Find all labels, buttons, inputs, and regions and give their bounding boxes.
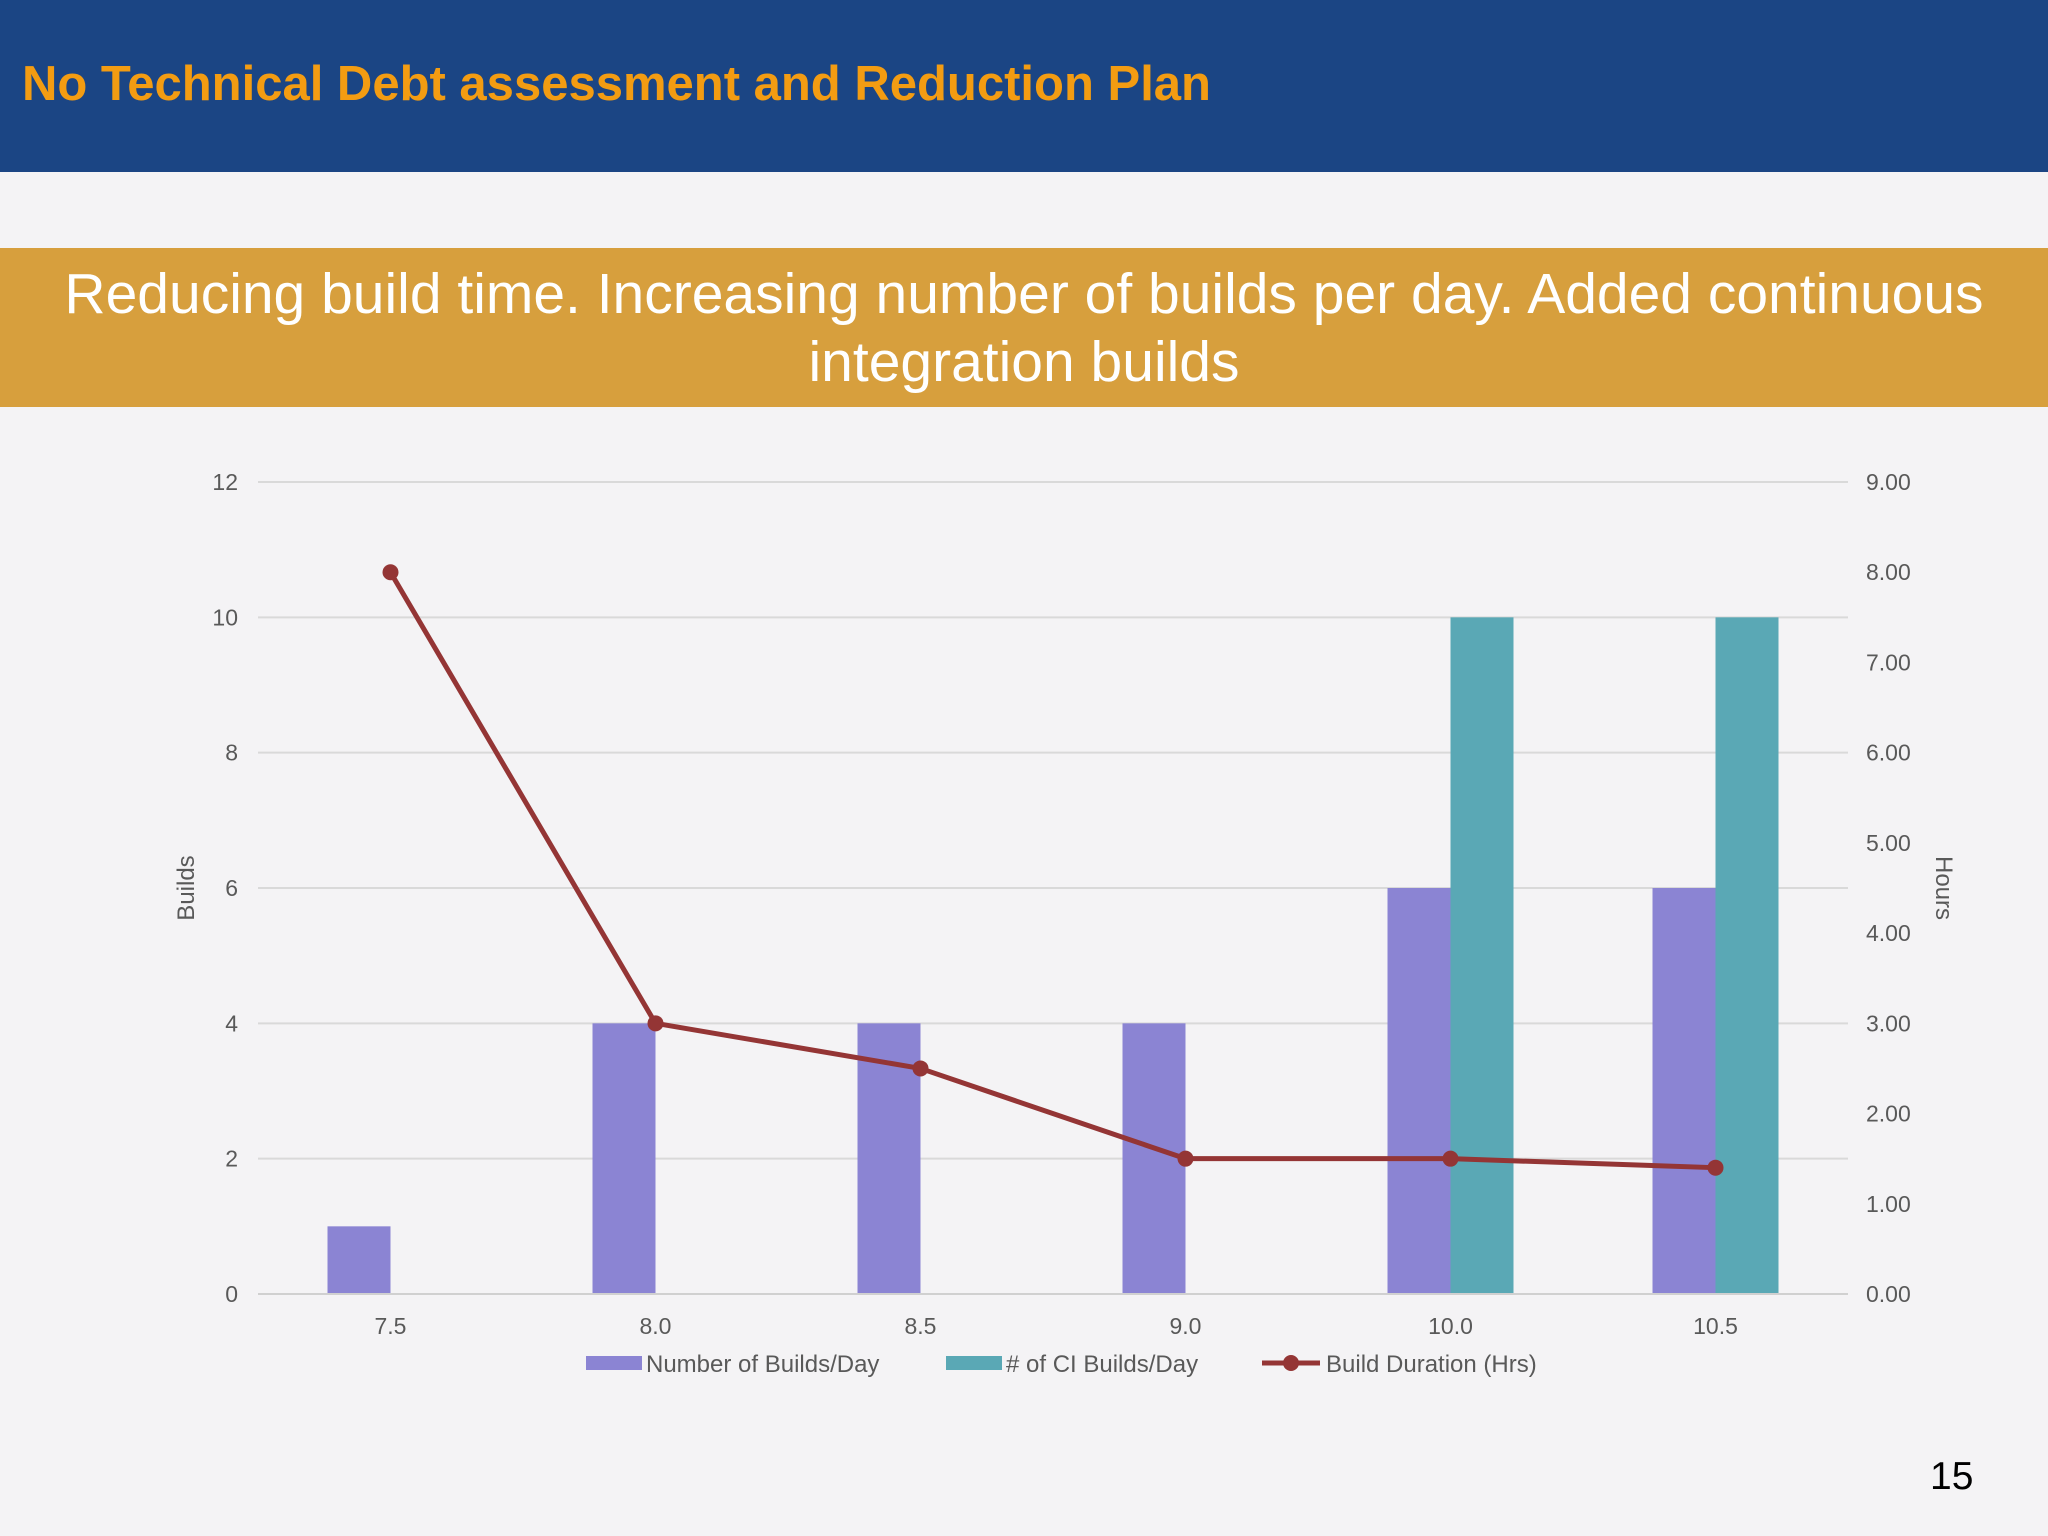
- y2-tick-label: 4.00: [1866, 920, 1911, 946]
- duration-point: [1442, 1150, 1459, 1167]
- y2-axis-title: Hours: [1930, 856, 1957, 920]
- bar-ci-builds: [1715, 617, 1779, 1294]
- slide-header: No Technical Debt assessment and Reducti…: [0, 0, 2048, 172]
- page-number: 15: [1930, 1455, 1974, 1498]
- y-tick-label: 8: [225, 740, 238, 766]
- legend-label: Number of Builds/Day: [646, 1351, 879, 1378]
- duration-point: [912, 1060, 929, 1077]
- combo-chart: 0 2 4 6 8 10 12 0.00 1.00 2.00 3.00 4.00 5.00 6.00 7.0…: [173, 469, 1957, 1378]
- y2-tick-label: 3.00: [1866, 1010, 1911, 1036]
- x-tick-label: 10.5: [1693, 1313, 1738, 1339]
- slide-title: No Technical Debt assessment and Reducti…: [22, 57, 1211, 111]
- x-tick-label: 8.0: [640, 1313, 672, 1339]
- bar-ci-builds: [1450, 617, 1514, 1294]
- subtitle-banner: Reducing build time. Increasing number o…: [0, 248, 2048, 407]
- x-tick-label: 10.0: [1428, 1313, 1473, 1339]
- duration-point: [647, 1015, 664, 1032]
- y-tick-label: 2: [225, 1146, 238, 1172]
- bar-builds: [1387, 888, 1451, 1294]
- y-axis-title: Builds: [173, 855, 200, 920]
- banner-text: Reducing build time. Increasing number o…: [64, 262, 1984, 394]
- y2-tick-label: 8.00: [1866, 559, 1911, 585]
- y-tick-label: 6: [225, 875, 238, 901]
- y-tick-label: 0: [225, 1281, 238, 1307]
- duration-point: [1177, 1150, 1194, 1167]
- duration-point: [1707, 1159, 1724, 1176]
- legend-swatch: [946, 1356, 1002, 1370]
- legend-swatch: [586, 1356, 642, 1370]
- bar-builds: [592, 1023, 656, 1294]
- chart-area: 0 2 4 6 8 10 12 0.00 1.00 2.00 3.00 4.00 5.00 6.00 7.0…: [0, 420, 2048, 1420]
- x-tick-label: 7.5: [375, 1313, 407, 1339]
- legend-marker: [1283, 1355, 1299, 1371]
- y2-tick-label: 9.00: [1866, 469, 1911, 495]
- x-tick-label: 9.0: [1170, 1313, 1202, 1339]
- y2-tick-label: 0.00: [1866, 1281, 1911, 1307]
- y2-tick-label: 5.00: [1866, 830, 1911, 856]
- bar-builds: [327, 1226, 391, 1294]
- y2-tick-label: 6.00: [1866, 740, 1911, 766]
- duration-point: [382, 564, 399, 581]
- legend-label: Build Duration (Hrs): [1326, 1351, 1537, 1378]
- y-tick-label: 10: [212, 604, 238, 630]
- legend-label: # of CI Builds/Day: [1006, 1351, 1198, 1378]
- y2-tick-label: 1.00: [1866, 1191, 1911, 1217]
- x-tick-label: 8.5: [905, 1313, 937, 1339]
- y2-tick-label: 7.00: [1866, 649, 1911, 675]
- bar-builds: [1122, 1023, 1186, 1294]
- y2-tick-label: 2.00: [1866, 1101, 1911, 1127]
- y-tick-label: 12: [212, 469, 238, 495]
- duration-line: [388, 570, 1716, 1171]
- y-tick-label: 4: [225, 1010, 238, 1036]
- bar-builds: [1652, 888, 1716, 1294]
